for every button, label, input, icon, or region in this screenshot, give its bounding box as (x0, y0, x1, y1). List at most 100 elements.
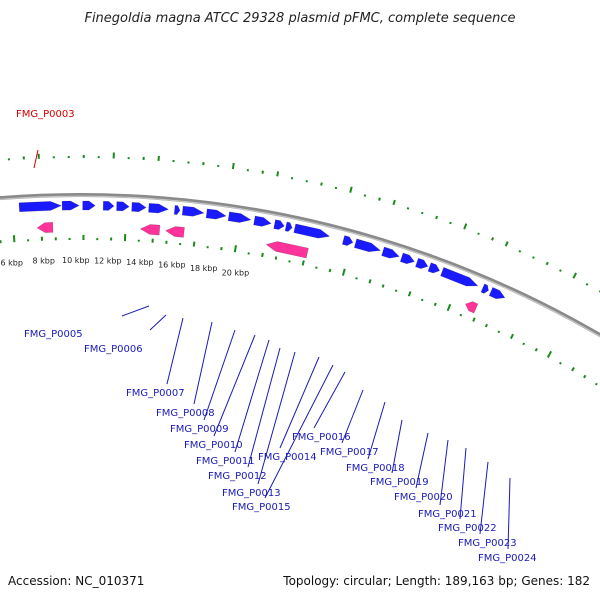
leader-line (247, 347, 281, 468)
gc-skew-tick (341, 268, 346, 276)
gc-skew-tick (420, 298, 424, 302)
gc-skew-tick (463, 223, 468, 230)
forward-gene-arrow (273, 219, 285, 230)
gene-label: FMG_P0011 (196, 456, 255, 467)
scale-label: 10 kbp (62, 256, 90, 265)
gc-skew-tick (509, 333, 514, 340)
gc-skew-tick (491, 237, 495, 241)
forward-gene-arrow (253, 215, 272, 227)
gc-skew-tick (363, 194, 367, 197)
gc-skew-tick (349, 186, 353, 193)
forward-gene-arrow (205, 208, 227, 220)
gc-skew-tick (433, 302, 437, 307)
forward-gene-arrow (427, 262, 441, 274)
gc-skew-tick (545, 261, 549, 266)
scale-labels: 6 kbp 8 kbp 10 kbp 12 kbp 14 kbp 16 kbp 18 kbp… (0, 256, 249, 278)
gene-label: FMG_P0009 (170, 424, 229, 435)
leader-line (234, 339, 270, 453)
forward-gene-arrow (293, 223, 331, 239)
gc-skew-tick (320, 182, 323, 186)
gc-skew-tick (472, 317, 476, 322)
leader-line (341, 389, 364, 444)
forward-gene-arrow (480, 283, 489, 294)
forward-gene-arrow (148, 202, 170, 214)
gc-skew-tick (435, 215, 439, 220)
gc-skew-tick (192, 241, 196, 247)
backbone-arc-highlight (0, 195, 600, 338)
gc-skew-tick (301, 260, 305, 266)
gc-skew-tick (276, 171, 280, 177)
scale-label: 20 kbp (222, 269, 250, 278)
forward-gene-arrow (102, 200, 115, 211)
forward-gene-arrow (82, 200, 96, 211)
forward-gene-arrow (399, 252, 415, 265)
reverse-gene-arrow (265, 241, 309, 259)
leader-line (203, 329, 236, 421)
gc-skew-tick (407, 291, 412, 297)
accession-text: Accession: NC_010371 (8, 574, 144, 588)
gc-skew-tick (594, 382, 598, 386)
forward-gene-arrow (18, 201, 63, 213)
forward-gene-arrow (415, 257, 429, 269)
gene-label: FMG_P0016 (292, 432, 351, 443)
gc-skew-tick (522, 342, 526, 346)
gc-skew-tick (585, 283, 589, 286)
gc-skew-tick (392, 199, 396, 206)
leader-line (33, 149, 39, 169)
gc-skew-tick (559, 269, 562, 272)
gc-skew-tick (446, 303, 452, 312)
gc-skew-tick (484, 323, 488, 328)
gene-label: FMG_P0006 (84, 344, 143, 355)
forward-gene-arrow (227, 211, 252, 223)
gene-label: FMG_P0024 (478, 553, 537, 564)
gene-label: FMG_P0023 (458, 538, 517, 549)
gc-skew-tick (532, 256, 535, 259)
gc-skew-tick (355, 277, 358, 280)
gc-skew-tick (449, 221, 452, 225)
gc-skew-inner-ring (0, 233, 598, 386)
gc-skew-tick (231, 162, 235, 170)
forward-gene-arrow (173, 205, 181, 215)
scale-label: 8 kbp (33, 257, 55, 266)
gc-skew-tick (497, 330, 501, 334)
forward-gene-arrow (181, 205, 205, 217)
scale-label: 18 kbp (190, 264, 218, 273)
gene-label: FMG_P0012 (208, 471, 267, 482)
gc-skew-tick (381, 284, 385, 288)
forward-gene-arrow (353, 238, 382, 253)
gene-label: FMG_P0018 (346, 463, 405, 474)
gc-skew-tick (368, 279, 372, 284)
leader-line (257, 351, 296, 485)
gene-label: FMG_P0003 (16, 109, 75, 120)
gc-skew-tick (261, 170, 264, 174)
reverse-gene-arrow (465, 301, 479, 314)
summary-text: Topology: circular; Length: 189,163 bp; … (282, 574, 590, 588)
gene-label-leaders (33, 149, 511, 550)
leader-line (313, 371, 346, 429)
scale-label: 14 kbp (126, 258, 154, 267)
gc-skew-tick (261, 252, 264, 258)
backbone-arc (0, 193, 600, 338)
forward-gene-arrow (284, 221, 293, 232)
gene-label: FMG_P0008 (156, 408, 215, 419)
gc-skew-tick (459, 313, 463, 317)
gc-skew-tick (583, 374, 587, 379)
forward-gene-arrow (488, 287, 506, 300)
gc-skew-tick (572, 272, 577, 279)
gc-skew-outer-ring (7, 152, 600, 293)
gc-skew-tick (378, 197, 381, 201)
gene-label: FMG_P0010 (184, 440, 243, 451)
gc-skew-tick (274, 256, 278, 260)
leader-line (459, 447, 467, 520)
gene-label: FMG_P0019 (370, 477, 429, 488)
leader-line (367, 401, 386, 460)
forward-gene-arrow (131, 202, 147, 212)
leader-line (391, 419, 403, 474)
gc-skew-tick (477, 232, 480, 236)
leader-line (439, 439, 449, 506)
gene-label: FMG_P0007 (126, 388, 185, 399)
gc-skew-tick (328, 268, 332, 273)
gene-label: FMG_P0022 (438, 523, 497, 534)
scale-label: 16 kbp (158, 260, 186, 269)
